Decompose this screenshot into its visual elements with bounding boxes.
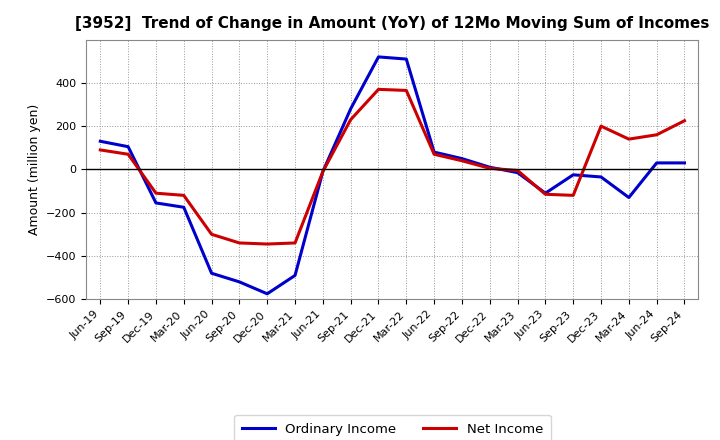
Net Income	[680, 118, 689, 123]
Ordinary Income	[346, 106, 355, 111]
Net Income	[96, 147, 104, 153]
Net Income	[152, 191, 161, 196]
Legend: Ordinary Income, Net Income: Ordinary Income, Net Income	[234, 415, 551, 440]
Net Income	[179, 193, 188, 198]
Ordinary Income	[541, 191, 550, 196]
Ordinary Income	[569, 172, 577, 177]
Net Income	[458, 158, 467, 163]
Ordinary Income	[235, 279, 243, 285]
Y-axis label: Amount (million yen): Amount (million yen)	[27, 104, 40, 235]
Ordinary Income	[207, 271, 216, 276]
Ordinary Income	[124, 144, 132, 149]
Net Income	[235, 240, 243, 246]
Ordinary Income	[680, 160, 689, 165]
Net Income	[541, 192, 550, 197]
Line: Ordinary Income: Ordinary Income	[100, 57, 685, 294]
Ordinary Income	[430, 150, 438, 155]
Ordinary Income	[96, 139, 104, 144]
Ordinary Income	[291, 273, 300, 278]
Net Income	[207, 231, 216, 237]
Net Income	[569, 193, 577, 198]
Net Income	[597, 124, 606, 129]
Ordinary Income	[318, 169, 327, 174]
Net Income	[263, 242, 271, 247]
Line: Net Income: Net Income	[100, 89, 685, 244]
Net Income	[346, 117, 355, 122]
Ordinary Income	[458, 156, 467, 161]
Title: [3952]  Trend of Change in Amount (YoY) of 12Mo Moving Sum of Incomes: [3952] Trend of Change in Amount (YoY) o…	[75, 16, 710, 32]
Ordinary Income	[374, 54, 383, 59]
Ordinary Income	[624, 195, 633, 200]
Net Income	[430, 152, 438, 157]
Net Income	[374, 87, 383, 92]
Net Income	[485, 166, 494, 171]
Ordinary Income	[263, 291, 271, 297]
Net Income	[624, 136, 633, 142]
Net Income	[291, 240, 300, 246]
Ordinary Income	[485, 165, 494, 170]
Ordinary Income	[152, 200, 161, 205]
Ordinary Income	[179, 205, 188, 210]
Ordinary Income	[402, 56, 410, 62]
Net Income	[652, 132, 661, 137]
Ordinary Income	[597, 174, 606, 180]
Net Income	[318, 169, 327, 174]
Net Income	[513, 168, 522, 173]
Net Income	[402, 88, 410, 93]
Ordinary Income	[652, 160, 661, 165]
Net Income	[124, 152, 132, 157]
Ordinary Income	[513, 170, 522, 175]
